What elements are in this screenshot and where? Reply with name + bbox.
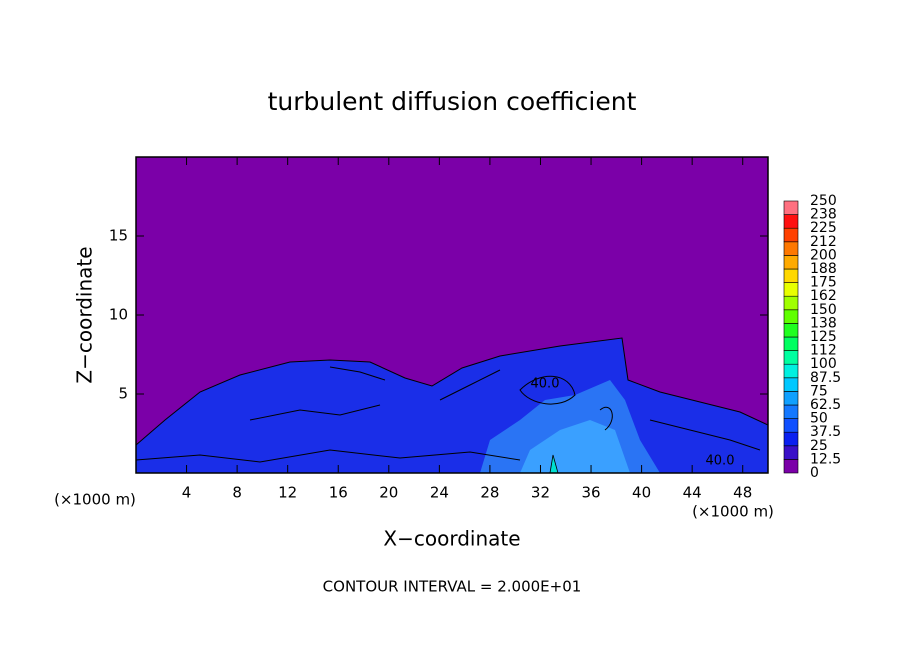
colorbar-swatch (783, 431, 799, 447)
colorbar-swatch (783, 459, 799, 474)
x-tick-label: 12 (278, 484, 297, 502)
colorbar-label: 0 (810, 465, 819, 481)
colorbar-label: 250 (810, 193, 837, 209)
footer-note: CONTOUR INTERVAL = 2.000E+01 (323, 578, 582, 596)
colorbar-swatch (783, 377, 799, 392)
colorbar-label: 200 (810, 247, 837, 263)
colorbar-label: 238 (810, 207, 837, 223)
colorbar-label: 212 (810, 234, 837, 250)
x-tick-label: 20 (379, 484, 398, 502)
x-tick-label: 44 (683, 484, 702, 502)
contour-field (136, 157, 768, 473)
colorbar-swatch (783, 391, 799, 406)
colorbar-label: 87.5 (810, 370, 841, 386)
y-tick-label: 15 (109, 227, 128, 245)
colorbar-swatch (783, 255, 799, 270)
colorbar-swatch (783, 350, 799, 365)
colorbar-swatch (783, 214, 799, 229)
x-tick-label: 40 (632, 484, 651, 502)
y-axis-label: Z−coordinate (73, 246, 97, 383)
colorbar-swatch (783, 227, 799, 243)
x-tick-label: 28 (480, 484, 499, 502)
x-tick-label: 16 (329, 484, 348, 502)
colorbar-label: 75 (810, 383, 828, 399)
colorbar-label: 150 (810, 302, 837, 318)
colorbar-swatch (783, 363, 799, 379)
colorbar-label: 12.5 (810, 451, 841, 467)
colorbar-label: 188 (810, 261, 837, 277)
colorbar-label: 112 (810, 343, 837, 359)
x-axis-label: X−coordinate (383, 527, 520, 551)
colorbar-label: 62.5 (810, 397, 841, 413)
colorbar-label: 175 (810, 275, 837, 291)
colorbar-label: 125 (810, 329, 837, 345)
colorbar-label: 37.5 (810, 424, 841, 440)
colorbar-swatch (783, 295, 799, 311)
colorbar-label: 138 (810, 315, 837, 331)
y-tick-label: 10 (109, 306, 128, 324)
contour-label: 40.0 (531, 377, 560, 392)
x-unit-label: (×1000 m) (54, 491, 136, 509)
colorbar-swatch (783, 323, 799, 338)
colorbar-swatch (783, 336, 799, 351)
x-tick-label: 32 (531, 484, 550, 502)
colorbar-swatch (783, 268, 799, 283)
colorbar-swatch (783, 241, 799, 256)
y-tick-label: 5 (118, 385, 128, 403)
colorbar-swatch (783, 445, 799, 460)
x-tick-label: 48 (733, 484, 752, 502)
x-unit-label: (×1000 m) (692, 503, 774, 521)
colorbar-label: 225 (810, 220, 837, 236)
chart-title: turbulent diffusion coefficient (268, 87, 637, 116)
x-tick-label: 36 (581, 484, 600, 502)
contour-label: 40.0 (706, 454, 735, 469)
colorbar-swatch (783, 200, 799, 215)
x-tick-label: 8 (232, 484, 242, 502)
colorbar-swatch (783, 309, 799, 324)
colorbar-swatch (783, 282, 799, 297)
colorbar-swatch (783, 404, 799, 419)
x-tick-label: 24 (430, 484, 449, 502)
colorbar-label: 25 (810, 438, 828, 454)
colorbar-label: 162 (810, 288, 837, 304)
colorbar-label: 50 (810, 411, 828, 427)
colorbar-label: 100 (810, 356, 837, 372)
x-tick-label: 4 (182, 484, 192, 502)
colorbar-swatch (783, 418, 799, 433)
